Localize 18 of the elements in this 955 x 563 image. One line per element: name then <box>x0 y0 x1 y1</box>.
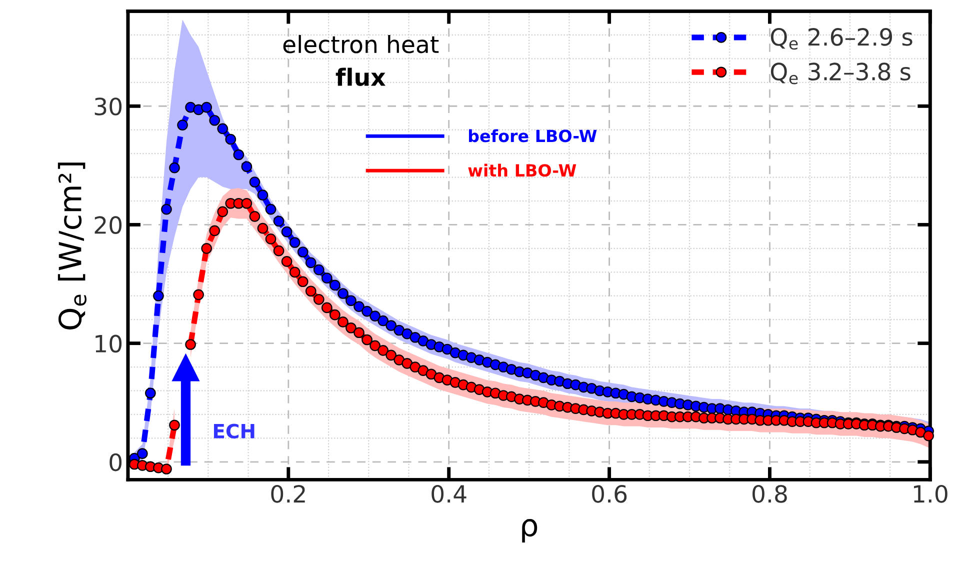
annotation: ECH <box>214 424 254 438</box>
x-tick-label: 0.6 <box>592 484 627 503</box>
y-axis-title: Q$_{e}$ [W/cm²] <box>58 162 86 330</box>
x-tick-label: 1.0 <box>914 484 948 503</box>
x-tick-label: 0.2 <box>271 484 305 503</box>
y-tick-label: 30 <box>94 98 122 116</box>
annotation: flux <box>336 68 386 86</box>
x-axis-title: ρ <box>522 519 538 543</box>
legend-label: Q$_{e}$ 3.2–3.8 s <box>770 62 910 84</box>
x-tick-label: 0.8 <box>752 484 787 503</box>
legend-label: Q$_{e}$ 2.6–2.9 s <box>770 28 912 50</box>
annotation: before LBO-W <box>468 129 597 142</box>
annotation: electron heat <box>283 34 439 54</box>
y-tick-label: 20 <box>94 216 122 234</box>
x-tick-label: 0.4 <box>432 484 466 503</box>
y-tick-label: 10 <box>96 334 122 353</box>
annotation: with LBO-W <box>468 164 576 177</box>
y-tick-label: 0 <box>110 453 122 472</box>
